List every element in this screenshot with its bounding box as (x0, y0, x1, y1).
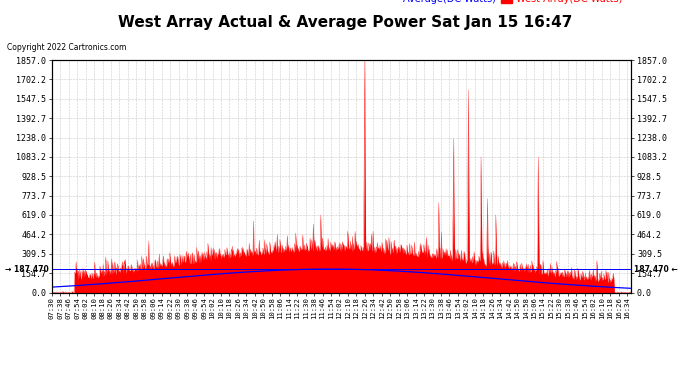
Text: West Array Actual & Average Power Sat Jan 15 16:47: West Array Actual & Average Power Sat Ja… (118, 15, 572, 30)
Text: → 187.470: → 187.470 (6, 264, 49, 273)
Text: Copyright 2022 Cartronics.com: Copyright 2022 Cartronics.com (7, 43, 126, 52)
Text: 187.470 ←: 187.470 ← (634, 264, 678, 273)
Legend: Average(DC Watts), West Array(DC Watts): Average(DC Watts), West Array(DC Watts) (384, 0, 627, 8)
